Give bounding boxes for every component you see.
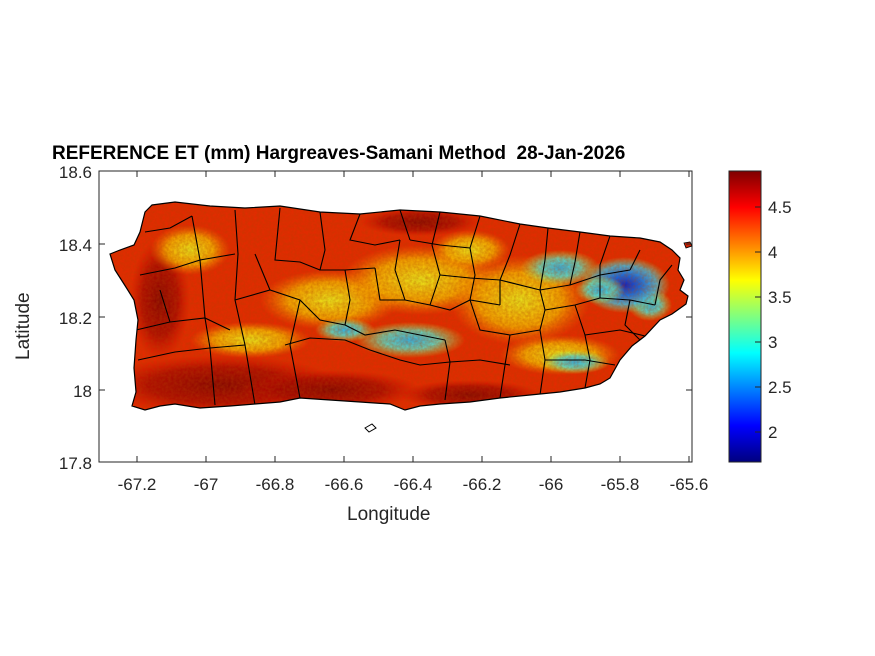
y-tick-label: 18.2 — [59, 309, 92, 328]
x-tick-label: -66.4 — [394, 475, 433, 494]
x-tick-label: -67.2 — [118, 475, 157, 494]
y-tick-labels: 18.6 18.4 18.2 18 17.8 — [59, 163, 92, 473]
y-axis-label: Latitude — [13, 292, 34, 360]
et-heatmap — [110, 202, 688, 410]
map-title: REFERENCE ET (mm) Hargreaves-Samani Meth… — [52, 143, 626, 164]
y-tick-label: 17.8 — [59, 454, 92, 473]
x-tick-label: -66.2 — [463, 475, 502, 494]
colorbar-tick-label: 4 — [768, 243, 777, 262]
x-axis-label: Longitude — [347, 504, 431, 525]
colorbar-tick-label: 3 — [768, 333, 777, 352]
small-island — [364, 423, 377, 433]
x-tick-label: -66.6 — [325, 475, 364, 494]
x-tick-label: -66.8 — [256, 475, 295, 494]
x-tick-labels: -67.2 -67 -66.8 -66.6 -66.4 -66.2 -66 -6… — [118, 475, 709, 494]
colorbar-tick-labels: 4.5 4 3.5 3 2.5 2 — [768, 198, 792, 442]
y-tick-label: 18.4 — [59, 236, 92, 255]
x-axis-ticks — [136, 171, 690, 462]
colorbar-tick-label: 3.5 — [768, 288, 792, 307]
colorbar — [728, 170, 762, 463]
colorbar-tick-label: 2.5 — [768, 378, 792, 397]
y-tick-label: 18.6 — [59, 163, 92, 182]
x-tick-label: -67 — [194, 475, 219, 494]
y-tick-label: 18 — [73, 382, 92, 401]
municipality-boundaries — [135, 207, 673, 406]
colorbar-tick-label: 2 — [768, 423, 777, 442]
x-tick-label: -65.8 — [601, 475, 640, 494]
x-tick-label: -66 — [539, 475, 564, 494]
colorbar-tick-label: 4.5 — [768, 198, 792, 217]
colorbar-ticks — [755, 206, 761, 433]
y-axis-ticks — [99, 170, 692, 463]
x-tick-label: -65.6 — [670, 475, 709, 494]
